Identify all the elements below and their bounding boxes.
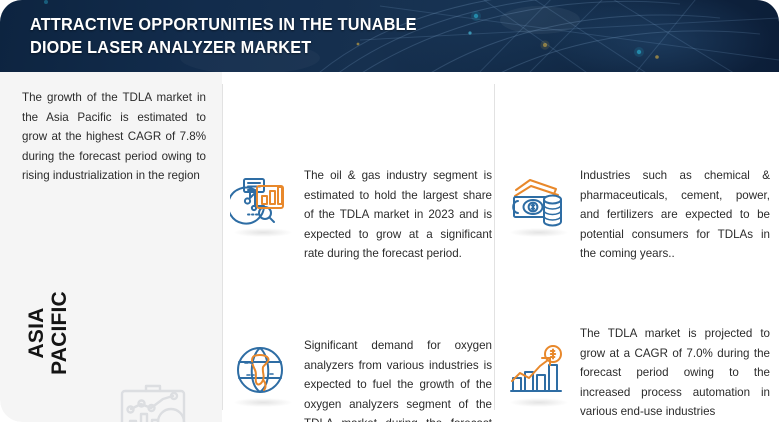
card-oxygen-analyzers-text: Significant demand for oxygen analyzers … (304, 339, 492, 422)
growth-bar-chart-dollar-icon (506, 340, 570, 404)
content-area: The growth of the TDLA market in the Asi… (0, 72, 779, 422)
presentation-chart-magnifier-icon (120, 384, 186, 422)
left-region-panel: The growth of the TDLA market in the Asi… (0, 72, 222, 422)
asia-pacific-summary-text: The growth of the TDLA market in the Asi… (22, 91, 206, 182)
icon-shadow (234, 228, 292, 237)
globe-icon (230, 340, 294, 404)
column-divider-right (494, 84, 495, 410)
region-label-asia-pacific: ASIA PACIFIC (25, 291, 71, 375)
card-cagr-text: The TDLA market is projected to grow at … (580, 327, 770, 418)
column-divider-left (222, 84, 223, 410)
network-arcs-decoration (44, 0, 779, 72)
card-oil-gas-text: The oil & gas industry segment is estima… (304, 169, 492, 260)
icon-shadow (234, 398, 292, 407)
card-industries-text: Industries such as chemical & pharmaceut… (580, 169, 770, 260)
money-coins-icon (506, 170, 570, 234)
page-title: ATTRACTIVE OPPORTUNITIES IN THE TUNABLE … (30, 14, 417, 57)
icon-shadow (510, 398, 568, 407)
icon-shadow (510, 228, 568, 237)
pie-bar-chart-magnifier-icon (230, 170, 294, 234)
header-banner: ATTRACTIVE OPPORTUNITIES IN THE TUNABLE … (0, 0, 779, 72)
